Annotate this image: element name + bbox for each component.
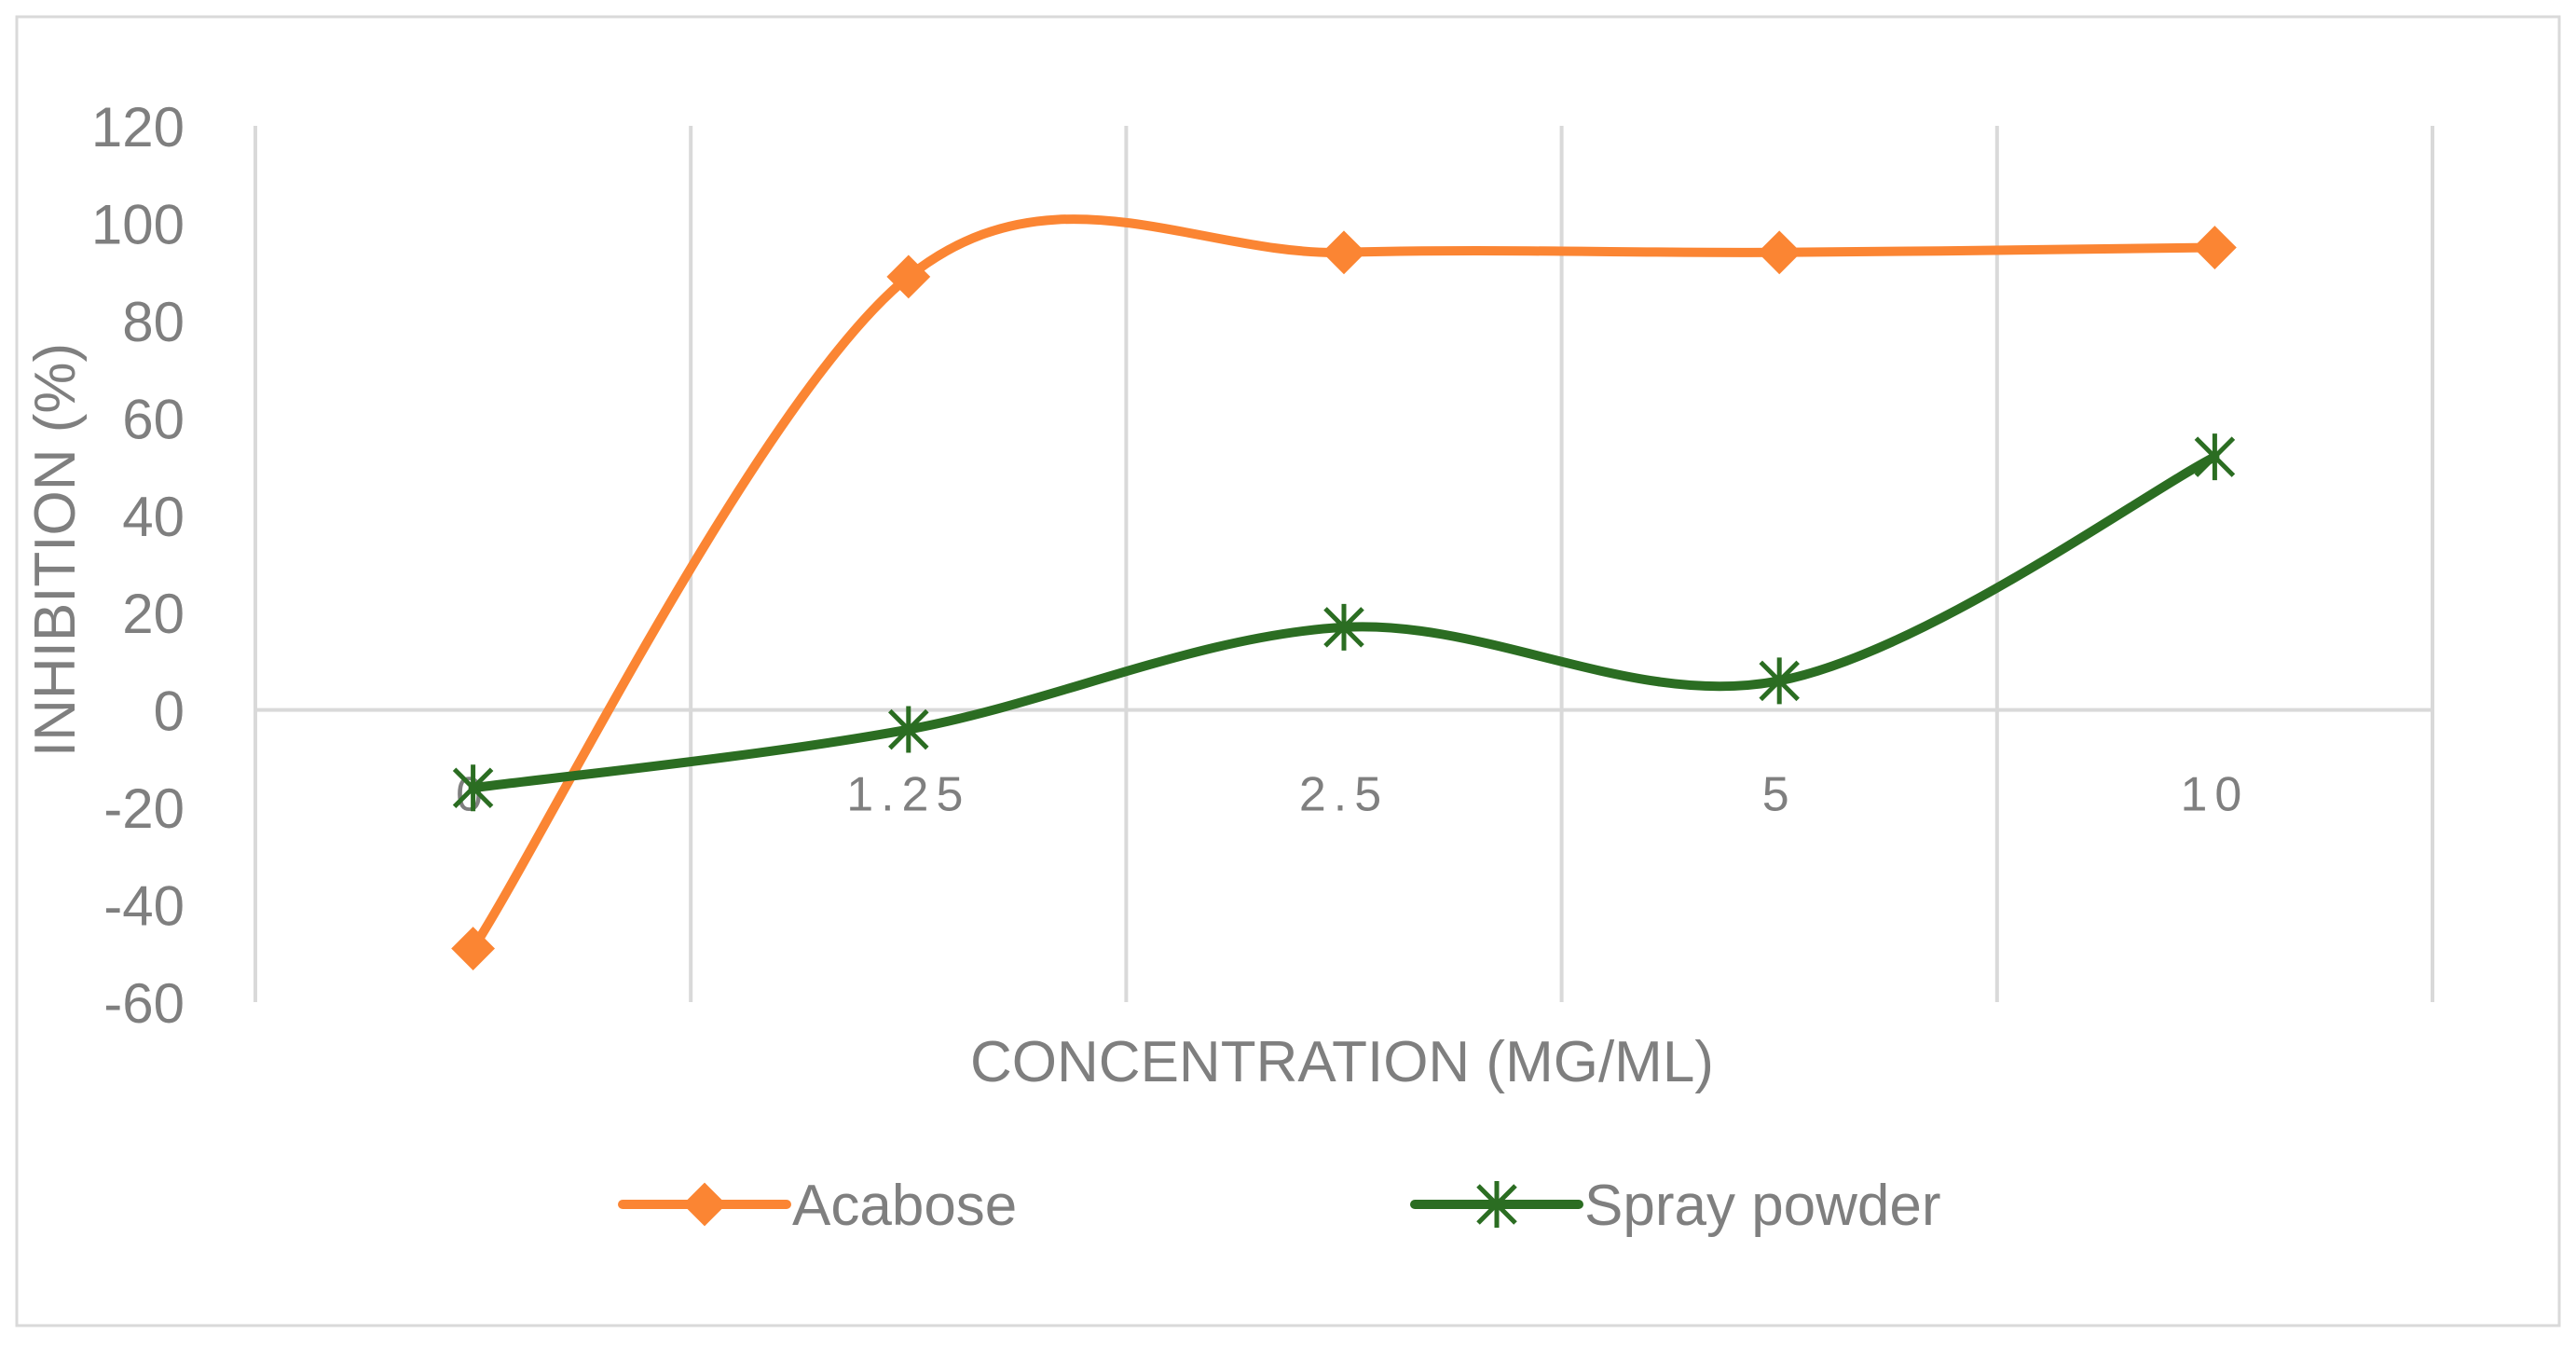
- y-tick-label: 40: [122, 486, 185, 548]
- y-tick-label: -20: [103, 777, 185, 840]
- data-point-star: [888, 706, 929, 753]
- y-tick-label: 60: [122, 388, 185, 450]
- legend-marker-star: [1476, 1181, 1517, 1228]
- data-point-diamond: [1757, 230, 1802, 275]
- legend-label: Acabose: [792, 1174, 1017, 1238]
- y-tick-label: -40: [103, 875, 185, 938]
- series-spray-powder: [452, 433, 2236, 812]
- data-point-diamond: [886, 254, 931, 299]
- series-lines: [451, 214, 2237, 970]
- data-point-star-glyph: [1323, 603, 1364, 651]
- data-point-star-glyph: [452, 764, 494, 812]
- data-point-diamond: [1322, 230, 1366, 275]
- legend-item: Acabose: [618, 1174, 1017, 1238]
- data-point-star: [452, 764, 494, 812]
- y-tick-label: 120: [91, 96, 185, 158]
- y-axis-label: INHIBITION (%): [23, 343, 88, 757]
- legend: Acabose Spray powder: [618, 1174, 1941, 1238]
- y-tick-label: 20: [122, 583, 185, 645]
- legend-item: Spray powder: [1410, 1174, 1941, 1238]
- x-tick-label: 1.25: [846, 768, 970, 822]
- x-tick-label: 2.5: [1299, 768, 1389, 822]
- series-line: [468, 214, 2220, 954]
- x-tick-label: 10: [2180, 768, 2249, 822]
- legend-label: Spray powder: [1584, 1174, 1941, 1238]
- x-axis-tick-labels: 0 1.25 2.5 5 10: [456, 768, 2249, 822]
- y-tick-label: -60: [103, 972, 185, 1035]
- series-acabose: [451, 214, 2237, 970]
- data-point-star: [1759, 657, 1800, 705]
- data-point-star-glyph: [888, 706, 929, 753]
- y-tick-label: 0: [154, 680, 185, 743]
- y-tick-label: 100: [91, 193, 185, 255]
- y-tick-label: 80: [122, 291, 185, 353]
- data-point-star: [2194, 433, 2236, 481]
- data-point-star-glyph: [2194, 433, 2236, 481]
- legend-marker-diamond: [682, 1182, 727, 1227]
- x-tick-label: 5: [1762, 768, 1797, 822]
- chart-border: [15, 15, 2561, 1327]
- x-axis-label: CONCENTRATION (MG/ML): [970, 1030, 1714, 1094]
- data-point-star-glyph: [1759, 657, 1800, 705]
- data-point-diamond: [451, 927, 496, 970]
- data-point-diamond: [2192, 226, 2237, 269]
- gridlines: [253, 126, 2434, 1002]
- data-point-star: [1323, 603, 1364, 651]
- legend-marker-star-glyph: [1476, 1181, 1517, 1228]
- y-axis-tick-labels: 120 100 80 60 40 20 0 -20 -40 -60: [91, 96, 185, 1035]
